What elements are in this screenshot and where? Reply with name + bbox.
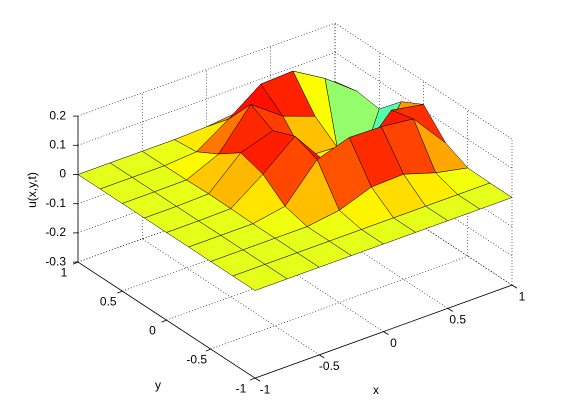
grid-line bbox=[77, 22, 336, 117]
y-tick-label: -1 bbox=[236, 381, 247, 395]
z-tick-label: -0.1 bbox=[45, 196, 66, 210]
x-axis-label: x bbox=[373, 383, 379, 397]
x-tick bbox=[447, 308, 453, 312]
grid-line bbox=[77, 52, 336, 146]
y-tick bbox=[249, 377, 256, 381]
x-tick bbox=[511, 284, 518, 289]
z-tick-label: -0.3 bbox=[45, 254, 66, 268]
z-tick-label: 0 bbox=[59, 167, 66, 181]
x-tick-label: 1 bbox=[519, 289, 526, 303]
grid-line bbox=[210, 255, 468, 350]
y-tick-label: 0 bbox=[149, 323, 156, 337]
y-tick bbox=[205, 348, 211, 352]
y-tick-label: 0.5 bbox=[100, 294, 117, 308]
z-tick-label: -0.2 bbox=[45, 225, 66, 239]
grid-line bbox=[122, 197, 380, 292]
x-tick-label: 0.5 bbox=[449, 313, 466, 327]
x-tick-label: 0 bbox=[390, 336, 397, 350]
y-tick-label: -0.5 bbox=[186, 352, 207, 366]
x-tick bbox=[254, 377, 261, 382]
y-axis-label: y bbox=[155, 378, 161, 392]
surface-patch bbox=[232, 264, 288, 291]
y-tick bbox=[117, 290, 123, 294]
x-tick bbox=[383, 331, 389, 335]
y-tick-label: 1 bbox=[61, 265, 68, 279]
grid-line bbox=[334, 22, 513, 140]
grid-line bbox=[77, 168, 336, 263]
x-tick-label: -1 bbox=[260, 382, 271, 396]
z-tick-label: 0.2 bbox=[49, 108, 66, 122]
y-tick bbox=[161, 319, 167, 323]
x-tick-label: -0.5 bbox=[319, 359, 340, 373]
grid-line bbox=[77, 139, 336, 234]
x-tick bbox=[319, 354, 325, 359]
z-tick-label: 0.1 bbox=[49, 137, 66, 151]
z-axis-label: u(x,y,t) bbox=[25, 172, 39, 208]
grid-line bbox=[166, 226, 424, 321]
grid-line bbox=[142, 238, 320, 356]
